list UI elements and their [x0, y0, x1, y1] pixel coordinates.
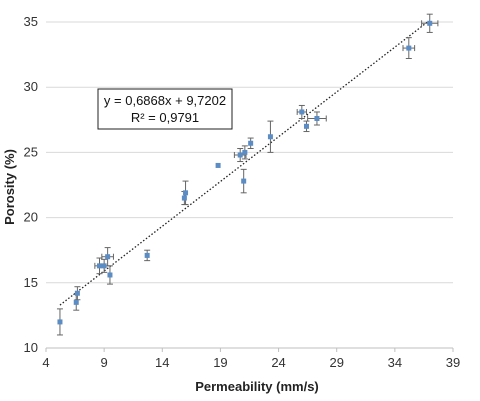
y-axis-title: Porosity (%)	[2, 149, 17, 225]
x-tick-label: 34	[388, 355, 402, 370]
data-point	[248, 140, 254, 146]
data-point	[299, 109, 305, 115]
y-axis-ticks: 10 15 20 25 30 35	[24, 14, 38, 355]
trendline-equation: y = 0,6868x + 9,7202	[104, 93, 226, 108]
data-point	[427, 20, 433, 26]
x-tick-label: 39	[446, 355, 460, 370]
data-point	[107, 272, 113, 278]
data-point	[181, 195, 187, 201]
x-tick-label: 9	[101, 355, 108, 370]
data-point	[74, 290, 80, 296]
y-tick-label: 35	[24, 14, 38, 29]
x-tick-label: 4	[42, 355, 49, 370]
x-tick-label: 19	[213, 355, 227, 370]
data-point	[241, 178, 247, 184]
data-point	[144, 252, 150, 258]
data-point	[183, 190, 189, 196]
data-point	[105, 254, 111, 260]
data-point	[406, 45, 412, 51]
trendline-r-squared: R² = 0,9791	[131, 110, 199, 125]
error-bars	[56, 13, 439, 336]
y-tick-label: 15	[24, 275, 38, 290]
data-point	[96, 263, 102, 269]
data-point	[314, 115, 320, 121]
data-point	[215, 162, 221, 168]
x-axis-ticks: 4 9 14 19 24 29 34 39	[42, 348, 460, 370]
x-tick-label: 14	[155, 355, 169, 370]
y-tick-label: 20	[24, 210, 38, 225]
trendline	[59, 21, 428, 306]
data-point	[303, 123, 309, 129]
equation-box-frame	[97, 88, 233, 130]
data-point	[101, 263, 107, 269]
data-point	[267, 134, 273, 140]
data-point	[237, 152, 243, 158]
trendline-equation-box: y = 0,6868x + 9,7202 R² = 0,9791	[97, 88, 233, 130]
gridlines	[46, 21, 453, 284]
x-tick-label: 29	[329, 355, 343, 370]
y-tick-label: 30	[24, 79, 38, 94]
y-tick-label: 25	[24, 144, 38, 159]
y-tick-label: 10	[24, 340, 38, 355]
x-axis-title: Permeability (mm/s)	[195, 379, 319, 394]
data-points	[57, 20, 433, 325]
data-point	[57, 319, 63, 325]
data-point	[242, 149, 248, 155]
x-tick-label: 24	[271, 355, 285, 370]
data-point	[73, 299, 79, 305]
